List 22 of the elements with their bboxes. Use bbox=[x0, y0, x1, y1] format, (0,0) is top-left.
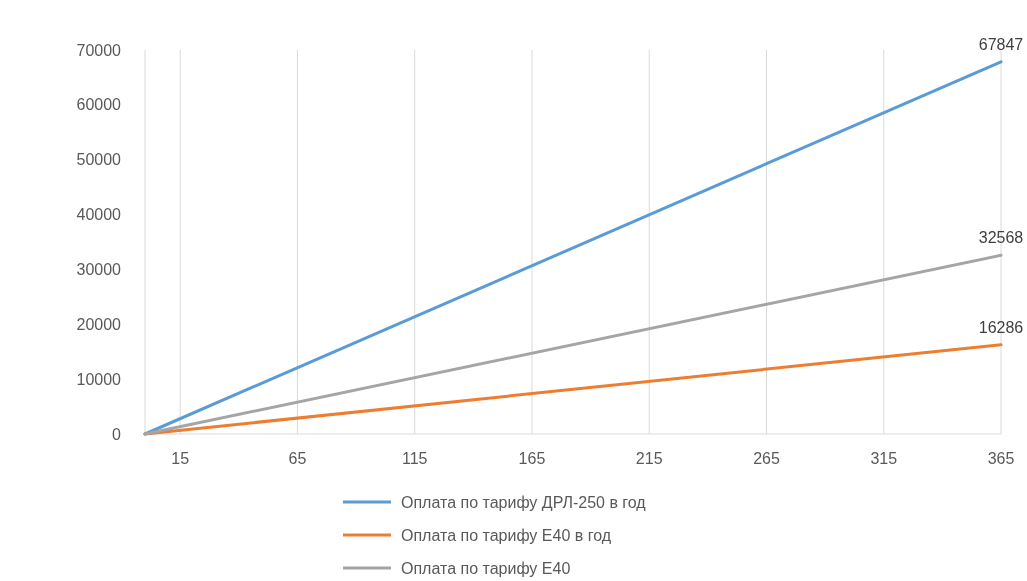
y-tick-label: 30000 bbox=[76, 261, 122, 279]
x-tick-label: 115 bbox=[401, 450, 428, 467]
x-tick-label: 265 bbox=[753, 450, 780, 467]
y-tick-label: 60000 bbox=[76, 96, 122, 114]
data-label: 16286 bbox=[978, 318, 1024, 336]
legend-label: Оплата по тарифу ДРЛ-250 в год bbox=[401, 493, 647, 511]
y-tick-label: 20000 bbox=[76, 315, 122, 333]
legend-label: Оплата по тарифу E40 в год bbox=[401, 526, 612, 544]
data-label: 32568 bbox=[978, 229, 1024, 247]
x-tick-label: 315 bbox=[870, 450, 898, 467]
y-tick-label: 0 bbox=[112, 425, 122, 443]
y-tick-label: 10000 bbox=[76, 370, 122, 388]
x-tick-label: 165 bbox=[518, 450, 546, 467]
x-tick-label: 365 bbox=[987, 450, 1015, 467]
y-tick-label: 40000 bbox=[76, 206, 122, 224]
legend-label: Оплата по тарифу E40 bbox=[401, 559, 571, 577]
x-tick-label: 65 bbox=[288, 450, 307, 467]
y-tick-label: 70000 bbox=[76, 41, 122, 59]
x-tick-label: 15 bbox=[171, 450, 190, 467]
y-tick-label: 50000 bbox=[76, 151, 122, 169]
data-label: 67847 bbox=[978, 35, 1024, 53]
x-tick-label: 215 bbox=[635, 450, 663, 467]
